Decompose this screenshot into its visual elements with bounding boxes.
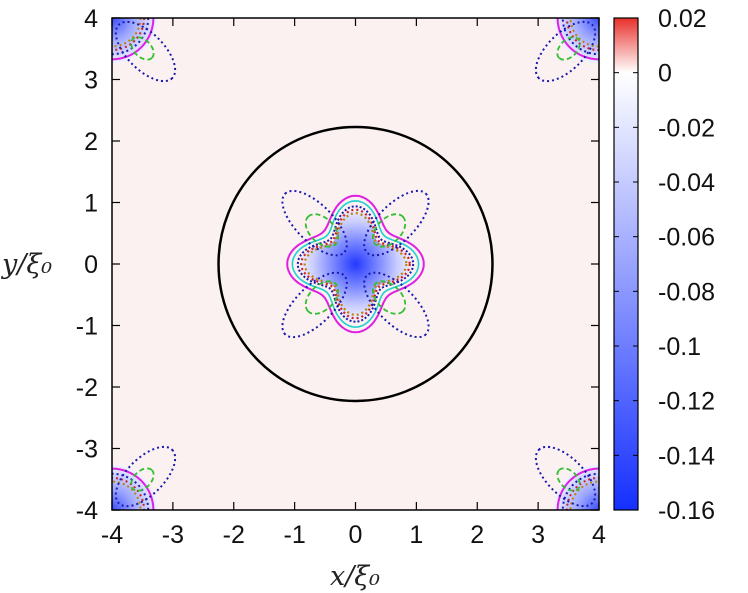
corner-lobe-contour (114, 20, 177, 83)
central-vortex-core (299, 207, 412, 321)
colorbar-tick-label: 0.02 (658, 5, 707, 33)
lobe-contour-inner (371, 280, 407, 315)
lobe-contour-outer (281, 271, 348, 339)
lobe-contour-outer (363, 271, 430, 339)
lobe-contour-outer (281, 189, 348, 257)
y-tick-label: -1 (76, 313, 98, 341)
x-tick-label: -3 (162, 521, 184, 549)
y-tick-label: 2 (84, 128, 98, 156)
colorbar-tick-label: -0.08 (658, 278, 715, 306)
x-axis-label: x/ξ₀ (330, 561, 380, 592)
central-contour (286, 194, 425, 334)
x-tick-label: -2 (223, 521, 245, 549)
colorbar (613, 17, 639, 511)
y-tick-label: -3 (76, 436, 98, 464)
y-tick-label: 1 (84, 190, 98, 218)
colorbar-tick-label: -0.04 (658, 169, 715, 197)
colorbar-tick-label: -0.16 (658, 497, 715, 525)
corner-lobe-inner (130, 36, 155, 61)
lobe-contour-inner (304, 213, 340, 248)
central-contour (300, 208, 411, 320)
y-tick-label: 4 (84, 5, 98, 33)
colorbar-tick-label: -0.12 (658, 388, 715, 416)
corner-lobe-contour (534, 20, 597, 83)
x-tick-label: -1 (284, 521, 306, 549)
x-tick-label: 2 (470, 521, 484, 549)
x-tick-label: 4 (592, 521, 606, 549)
lobe-contour-inner (304, 280, 340, 315)
x-tick-label: 3 (531, 521, 545, 549)
y-tick-label: -4 (76, 497, 98, 525)
y-tick-label: 0 (84, 251, 98, 279)
x-tick-label: 1 (409, 521, 423, 549)
y-tick-label: 3 (84, 67, 98, 95)
central-contour (303, 211, 408, 317)
x-tick-label: -4 (101, 521, 123, 549)
y-axis-label: y/ξ₀ (1, 249, 52, 280)
lobe-contour-outer (363, 189, 430, 257)
colorbar-tick-label: -0.06 (658, 224, 715, 252)
heatmap (112, 18, 599, 510)
colorbar-ticks: 0.02 0 -0.02 -0.04 -0.06 -0.08 -0.1 -0.12 -0.14 -… (614, 5, 715, 525)
corner-lobe-inner (130, 467, 155, 492)
colorbar-tick-label: -0.1 (658, 333, 701, 361)
corner-lobe-contour (534, 445, 597, 508)
y-tick-label: -2 (76, 374, 98, 402)
corner-lobe-contour (114, 445, 177, 508)
colorbar-tick-label: -0.02 (658, 114, 715, 142)
axis-ticks: -4 -3 -2 -1 0 1 2 3 4 4 3 2 1 0 -1 -2 -3 -4 (76, 5, 606, 549)
reference-circle (217, 125, 494, 403)
x-tick-label: 0 (349, 521, 363, 549)
lobe-contour-inner (371, 213, 407, 248)
corner-lobe-inner (556, 467, 581, 492)
colorbar-tick-label: 0 (658, 60, 672, 88)
colorbar-tick-label: -0.14 (658, 442, 715, 470)
